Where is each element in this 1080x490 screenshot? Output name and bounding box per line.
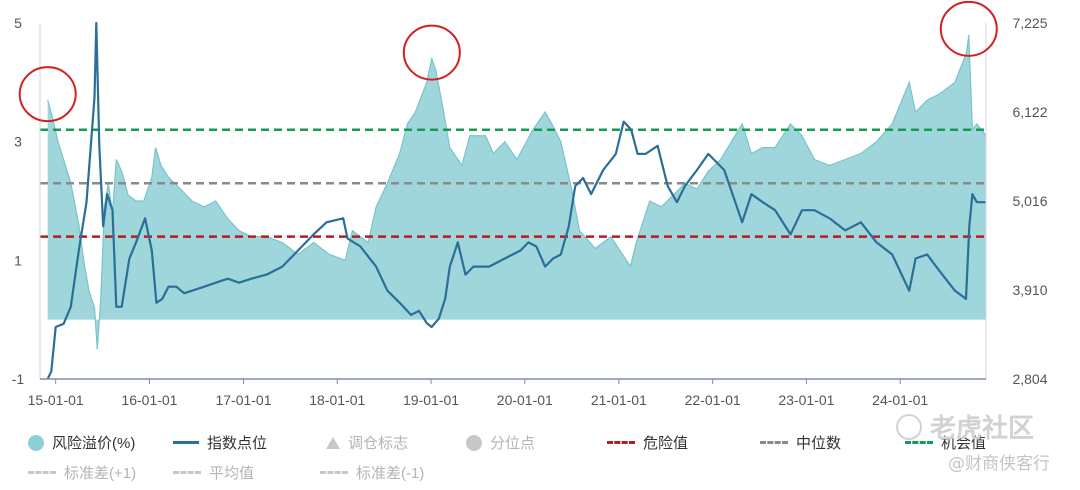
legend-item[interactable]: 中位数 <box>760 432 841 453</box>
axes-layer: 5 3 1 -1 7,225 6,122 5,016 3,910 2,804 15-01-01 16… <box>12 15 1048 408</box>
y-right-tick-label: 7,225 <box>1012 15 1047 31</box>
reference-lines-layer <box>40 128 986 238</box>
dash-legend-icon <box>320 471 348 474</box>
y-right-tick-label: 2,804 <box>1012 371 1047 387</box>
legend-label: 平均值 <box>209 465 255 482</box>
legend-label: 指数点位 <box>207 435 268 452</box>
legend-label: 机会值 <box>941 435 987 452</box>
x-tick-label: 19-01-01 <box>403 392 459 408</box>
x-tick-label: 24-01-01 <box>872 392 928 408</box>
risk-premium-area <box>47 34 986 350</box>
y-left-tick-label: -1 <box>12 371 25 387</box>
line-legend-icon <box>173 441 199 444</box>
legend-item[interactable]: 指数点位 <box>173 432 267 453</box>
triangle-legend-icon <box>326 436 340 449</box>
circle-legend-icon <box>28 434 44 451</box>
x-tick-label: 21-01-01 <box>591 392 647 408</box>
highlight-circle <box>939 0 998 57</box>
x-tick-label: 22-01-01 <box>685 392 741 408</box>
legend-label: 中位数 <box>796 435 842 452</box>
dash-legend-icon <box>905 441 933 444</box>
legend-label: 危险值 <box>643 435 689 452</box>
legend-item[interactable]: 平均值 <box>173 462 254 483</box>
chart-legend: 风险溢价(%) 指数点位 调仓标志 分位点 危险值 中位数 机会值标准差(+1) 平均值 标准差… <box>0 424 1080 490</box>
watermark-author: @财商侠客行 <box>948 454 1050 474</box>
y-left-tick-label: 1 <box>14 252 22 268</box>
index-line-layer <box>46 21 986 380</box>
x-tick-label: 18-01-01 <box>309 392 365 408</box>
tiger-logo-icon <box>896 413 922 440</box>
y-left-tick-label: 3 <box>14 134 22 150</box>
legend-item[interactable]: 风险溢价(%) <box>28 432 135 453</box>
x-tick-label: 15-01-01 <box>28 392 84 408</box>
x-tick-label: 16-01-01 <box>121 392 177 408</box>
dash-legend-icon <box>173 471 201 474</box>
y-left-tick-label: 5 <box>14 15 22 31</box>
watermark: 老虎社区 @财商侠客行 <box>896 408 1050 474</box>
dash-legend-icon <box>607 441 635 444</box>
x-tick-label: 17-01-01 <box>215 392 271 408</box>
risk-premium-line <box>47 34 987 350</box>
watermark-title: 老虎社区 <box>930 414 1035 444</box>
highlight-circle <box>402 24 461 81</box>
dash-legend-icon <box>760 441 788 444</box>
legend-label: 标准差(-1) <box>356 465 425 482</box>
x-tick-label: 20-01-01 <box>497 392 553 408</box>
legend-label: 风险溢价(%) <box>52 435 136 452</box>
highlight-circle <box>18 66 77 123</box>
legend-label: 标准差(+1) <box>64 465 137 482</box>
circle-legend-icon <box>466 434 482 451</box>
dash-legend-icon <box>28 471 56 474</box>
index-line <box>46 21 986 380</box>
risk-premium-chart: 5 3 1 -1 7,225 6,122 5,016 3,910 2,804 15-01-01 16… <box>12 0 1048 408</box>
x-tick-label: 23-01-01 <box>778 392 834 408</box>
legend-item[interactable]: 标准差(-1) <box>320 462 424 483</box>
y-right-tick-label: 3,910 <box>1012 282 1047 298</box>
legend-item[interactable]: 机会值 <box>905 432 986 453</box>
risk-premium-area-layer <box>47 34 987 350</box>
legend-item[interactable]: 分位点 <box>466 432 535 453</box>
legend-item[interactable]: 调仓标志 <box>320 432 408 453</box>
legend-item[interactable]: 标准差(+1) <box>28 462 136 483</box>
legend-label: 分位点 <box>490 435 536 452</box>
highlight-circles-layer <box>18 0 998 123</box>
y-right-tick-label: 5,016 <box>1012 193 1047 209</box>
y-right-tick-label: 6,122 <box>1012 104 1047 120</box>
legend-label: 调仓标志 <box>348 435 409 452</box>
legend-item[interactable]: 危险值 <box>607 432 688 453</box>
